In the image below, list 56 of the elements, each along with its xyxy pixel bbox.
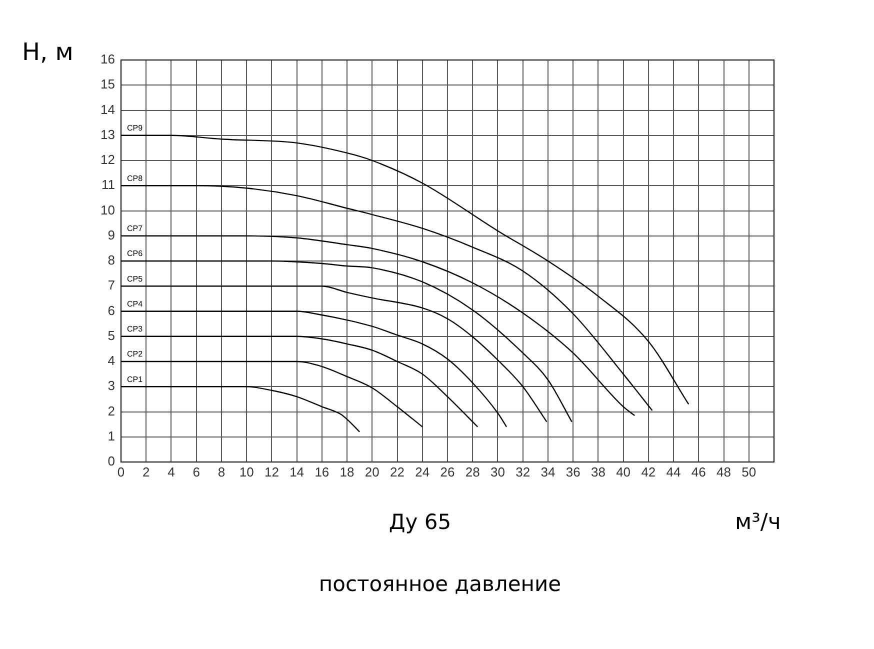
x-tick-label: 34 (540, 464, 556, 480)
series-label: CP8 (127, 174, 144, 183)
x-tick-label: 8 (218, 464, 226, 480)
y-tick-label: 14 (100, 102, 115, 117)
x-tick-label: 32 (516, 464, 530, 480)
y-tick-label: 9 (108, 227, 115, 242)
x-tick-label: 4 (168, 464, 175, 480)
y-tick-label: 13 (100, 126, 115, 142)
y-tick-label: 12 (100, 152, 115, 168)
y-tick-label: 10 (100, 202, 115, 218)
x-tick-label: 40 (616, 464, 631, 480)
x-tick-label: 12 (264, 464, 279, 480)
x-tick-label: 10 (239, 464, 254, 480)
y-tick-label: 0 (108, 454, 115, 469)
x-axis-title: м³/ч (735, 510, 781, 535)
x-tick-label: 42 (641, 464, 656, 480)
x-tick-label: 36 (566, 464, 580, 480)
series-label: CP5 (127, 274, 144, 284)
x-tick-label: 16 (314, 464, 330, 480)
x-tick-label: 20 (364, 464, 380, 480)
text: Ду 65 (388, 510, 452, 534)
y-tick-label: 3 (108, 378, 115, 394)
x-tick-label: 0 (117, 464, 125, 480)
x-tick-label: 28 (465, 464, 480, 480)
x-tick-label: 30 (490, 464, 505, 480)
y-tick-label: 2 (108, 403, 115, 418)
y-tick-label: 16 (100, 52, 115, 67)
series-label: CP1 (127, 374, 144, 384)
x-tick-label: 44 (666, 464, 681, 480)
x-tick-label: 50 (742, 464, 756, 480)
series-label: CP6 (127, 249, 144, 258)
y-tick-label: 15 (100, 76, 115, 92)
x-tick-label: 6 (192, 464, 200, 480)
x-tick-label: 22 (390, 464, 405, 480)
x-tick-label: 38 (590, 464, 606, 480)
series-label: CP3 (127, 324, 144, 334)
x-tick-label: 14 (290, 464, 304, 480)
x-tick-label: 48 (716, 464, 732, 480)
series-label: CP2 (127, 350, 144, 359)
x-tick-label: 46 (691, 464, 706, 480)
y-tick-label: 4 (108, 353, 115, 368)
x-tick-label: 26 (440, 464, 455, 480)
y-axis-title: H, м (22, 38, 74, 66)
series-label: CP4 (127, 299, 144, 308)
x-tick-label: 18 (340, 464, 354, 480)
y-tick-label: 7 (108, 278, 115, 293)
y-tick-label: 11 (102, 177, 115, 192)
series-label: CP7 (127, 224, 144, 234)
y-tick-label: 5 (108, 328, 115, 343)
x-tick-label: 24 (415, 464, 430, 480)
y-tick-label: 6 (108, 302, 115, 318)
x-tick-label: 2 (142, 464, 150, 480)
y-tick-label: 1 (108, 428, 115, 444)
series-label: CP9 (127, 124, 144, 133)
y-tick-label: 8 (108, 252, 115, 268)
text: постоянное давление (318, 572, 562, 596)
